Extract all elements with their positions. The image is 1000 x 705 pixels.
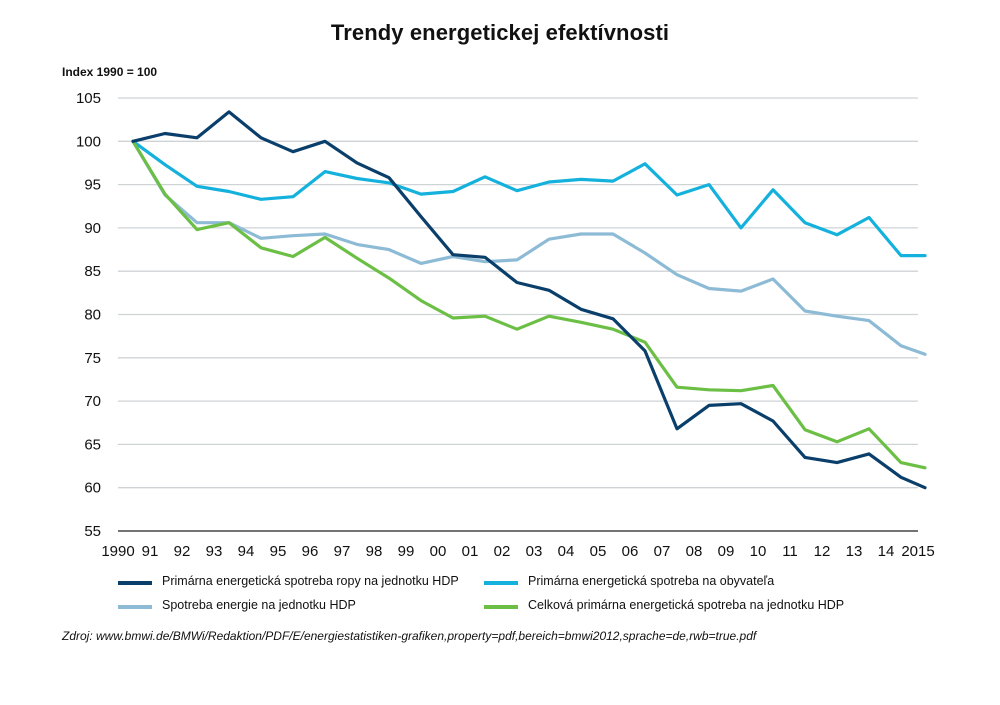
legend-swatch: [484, 605, 518, 609]
x-tick-label: 93: [206, 543, 223, 560]
x-tick-label: 94: [238, 543, 255, 560]
y-tick-label: 55: [84, 523, 101, 540]
x-tick-label: 96: [302, 543, 319, 560]
series-line-1: [131, 139, 927, 258]
chart-title: Trendy energetickej efektívnosti: [330, 20, 670, 45]
x-tick-label: 07: [654, 543, 671, 560]
x-tick-label: 01: [462, 543, 479, 560]
y-axis-ticks: 105 100 95 90 85 80 75 70 65 60 55: [76, 90, 101, 540]
x-tick-label: 97: [334, 543, 351, 560]
x-tick-label: 99: [398, 543, 415, 560]
x-tick-label: 95: [270, 543, 287, 560]
x-tick-label: 09: [718, 543, 735, 560]
y-tick-label: 105: [76, 90, 101, 107]
legend-swatch: [118, 605, 152, 609]
series-line-0: [131, 110, 927, 490]
x-tick-label: 11: [782, 543, 798, 560]
legend-label: Celková primárna energetická spotreba na…: [528, 598, 845, 612]
x-tick-label: 14: [878, 543, 895, 560]
x-tick-label: 13: [846, 543, 863, 560]
legend-swatch: [118, 581, 152, 585]
gridlines: [118, 97, 918, 532]
x-tick-label: 06: [622, 543, 639, 560]
legend-label: Spotreba energie na jednotku HDP: [162, 598, 356, 612]
x-tick-label: 08: [686, 543, 703, 560]
y-tick-label: 85: [84, 263, 101, 280]
x-tick-label: 03: [526, 543, 543, 560]
y-tick-label: 95: [84, 177, 101, 194]
y-axis-unit-label: Index 1990 = 100: [62, 65, 158, 79]
y-tick-label: 75: [84, 350, 101, 367]
y-tick-label: 65: [84, 436, 101, 453]
legend-swatch: [484, 581, 518, 585]
x-tick-label: 2015: [901, 543, 934, 560]
x-tick-label: 92: [174, 543, 191, 560]
y-tick-label: 80: [84, 307, 101, 324]
x-tick-label: 10: [750, 543, 767, 560]
x-tick-label: 98: [366, 543, 383, 560]
x-axis-ticks: 1990 91 92 93 94 95 96 97 98 99 00 01 02 03 04 05 06 07 08…: [101, 543, 934, 560]
legend-label: Primárna energetická spotreba ropy na je…: [162, 574, 459, 588]
x-tick-label: 12: [814, 543, 831, 560]
x-tick-label: 91: [142, 543, 159, 560]
y-tick-label: 90: [84, 220, 101, 237]
legend-label: Primárna energetická spotreba na obyvate…: [528, 574, 775, 588]
x-tick-label: 1990: [101, 543, 134, 560]
y-tick-label: 60: [84, 480, 101, 497]
y-tick-label: 100: [76, 133, 101, 150]
series-line-3: [131, 139, 927, 470]
x-tick-label: 05: [590, 543, 607, 560]
x-tick-label: 02: [494, 543, 511, 560]
y-tick-label: 70: [84, 393, 101, 410]
x-tick-label: 04: [558, 543, 575, 560]
x-tick-label: 00: [430, 543, 447, 560]
source-note: Zdroj: www.bmwi.de/BMWi/Redaktion/PDF/E/…: [62, 629, 757, 643]
series-lines: [131, 110, 927, 490]
series-line-2: [131, 139, 927, 356]
